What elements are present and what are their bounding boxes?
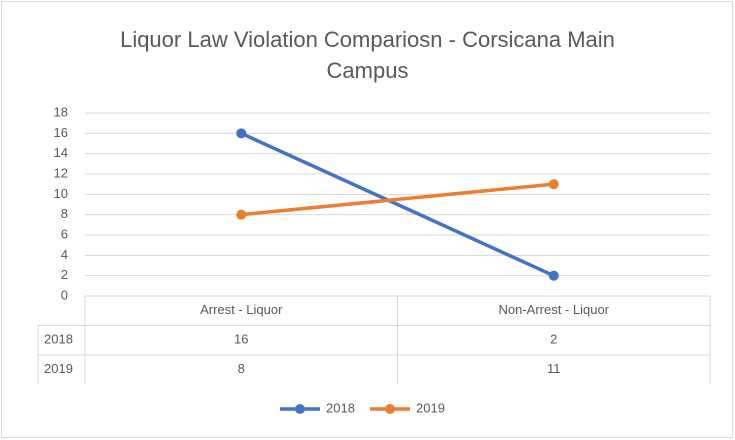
y-tick-label: 8 xyxy=(61,206,68,221)
data-point xyxy=(548,179,559,190)
table-cell: 8 xyxy=(238,361,245,376)
y-tick-label: 2 xyxy=(61,267,68,282)
table-cell: 11 xyxy=(547,361,561,376)
legend-marker xyxy=(385,404,395,414)
table-cell: 16 xyxy=(234,332,248,347)
data-point xyxy=(548,270,559,281)
data-point xyxy=(236,209,247,220)
y-tick-label: 12 xyxy=(54,165,68,180)
table-cell: 2 xyxy=(550,332,557,347)
data-point xyxy=(236,128,247,139)
y-tick-label: 18 xyxy=(54,104,68,119)
legend-marker xyxy=(295,404,305,414)
legend-label: 2018 xyxy=(326,400,355,415)
y-tick-label: 6 xyxy=(61,226,68,241)
table-header: Arrest - Liquor xyxy=(200,302,283,317)
series-line xyxy=(239,182,556,217)
series-line xyxy=(239,131,556,278)
y-tick-label: 14 xyxy=(54,145,68,160)
table-header: Non-Arrest - Liquor xyxy=(498,302,609,317)
y-tick-label: 4 xyxy=(61,247,68,262)
y-tick-label: 10 xyxy=(54,186,68,201)
table-row-label: 2019 xyxy=(44,361,73,376)
y-tick-label: 16 xyxy=(54,125,68,140)
legend-label: 2019 xyxy=(416,400,445,415)
y-tick-label: 0 xyxy=(61,287,68,302)
table-row-label: 2018 xyxy=(44,332,73,347)
chart-title: Liquor Law Violation Compariosn - Corsic… xyxy=(120,27,615,83)
